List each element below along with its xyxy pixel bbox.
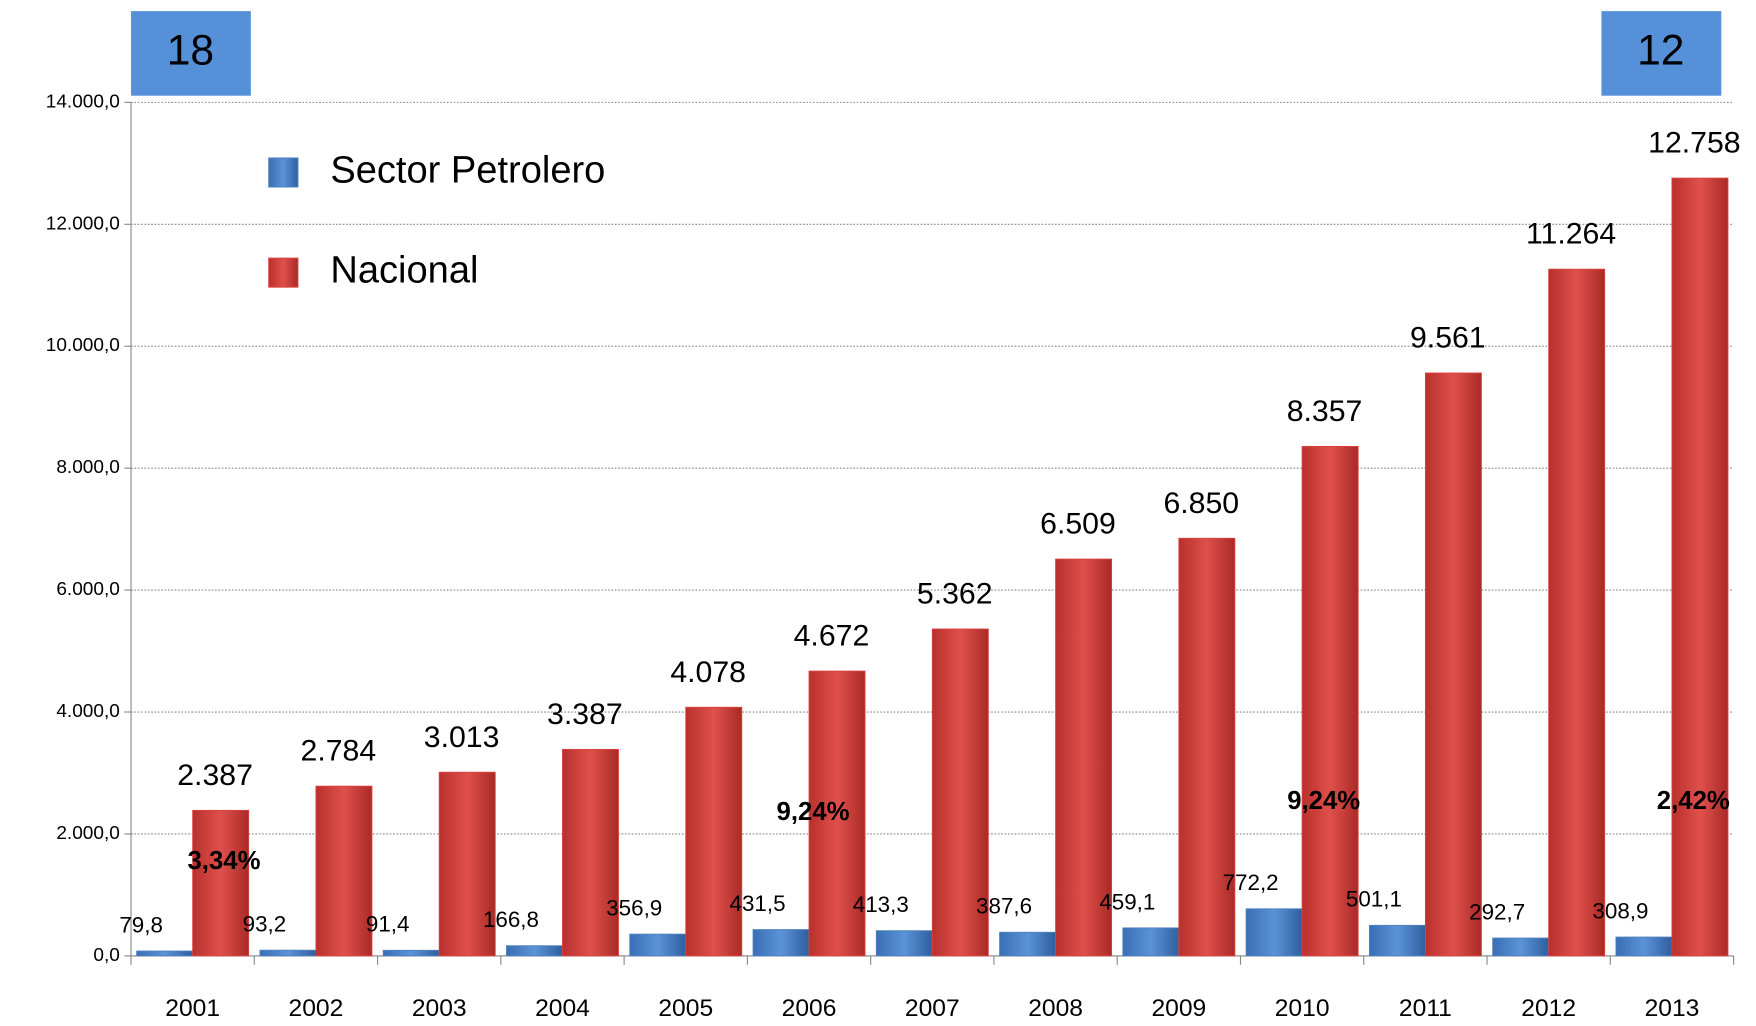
x-tick-label: 2002 (289, 995, 344, 1022)
annotation-box (1601, 11, 1722, 96)
value-label: 93,2 (243, 912, 287, 937)
x-tick-label: 2006 (782, 995, 837, 1022)
value-label: 501,1 (1346, 887, 1402, 912)
bar (1671, 177, 1729, 957)
y-tick-label: 4.000,0 (56, 701, 119, 722)
legend-swatch (268, 257, 299, 288)
annotation: 9,24% (777, 798, 850, 826)
bar (315, 785, 373, 957)
annotation: 18 (167, 27, 214, 74)
x-tick-label: 2004 (535, 995, 590, 1022)
x-tick-label: 2011 (1399, 995, 1452, 1022)
value-label: 79,8 (119, 912, 163, 937)
x-tick-label: 2005 (658, 995, 713, 1022)
x-tick-label: 2013 (1645, 995, 1700, 1022)
annotation: 12 (1637, 27, 1684, 74)
bar (136, 950, 194, 957)
legend-label: Nacional (330, 250, 478, 292)
bar (1055, 558, 1113, 957)
x-tick-label: 2012 (1521, 995, 1576, 1022)
bar (1492, 937, 1550, 957)
value-label: 5.362 (917, 578, 993, 611)
bar (685, 706, 743, 957)
annotation: 2,42% (1657, 787, 1730, 815)
y-tick-label: 14.000,0 (46, 91, 120, 112)
value-label: 3.013 (424, 721, 500, 754)
bar (1245, 908, 1303, 957)
value-label: 356,9 (606, 896, 662, 921)
value-label: 772,2 (1223, 870, 1279, 895)
x-tick-label: 2003 (412, 995, 467, 1022)
y-tick-label: 8.000,0 (56, 457, 119, 478)
bar (1548, 268, 1606, 957)
value-label: 459,1 (1099, 889, 1155, 914)
bar (192, 809, 250, 957)
value-label: 166,8 (483, 907, 539, 932)
value-label: 2.784 (301, 735, 377, 768)
x-tick-label: 2008 (1028, 995, 1083, 1022)
y-tick-label: 0,0 (93, 945, 119, 966)
bar (999, 931, 1057, 957)
bar (1368, 924, 1426, 957)
value-label: 91,4 (366, 912, 410, 937)
value-label: 9.561 (1410, 322, 1486, 355)
x-tick-label: 2010 (1275, 995, 1330, 1022)
y-tick-label: 10.000,0 (46, 335, 120, 356)
value-label: 4.078 (670, 656, 746, 689)
y-tick-label: 2.000,0 (56, 823, 119, 844)
value-label: 12.758 (1648, 127, 1740, 160)
value-label: 431,5 (730, 891, 786, 916)
bar (1301, 445, 1359, 957)
x-tick-label: 2007 (905, 995, 960, 1022)
bar (1178, 537, 1236, 957)
value-label: 308,9 (1592, 899, 1648, 924)
value-label: 413,3 (853, 892, 909, 917)
bar (875, 930, 933, 957)
value-label: 8.357 (1287, 395, 1363, 428)
bar (1615, 936, 1673, 957)
bar (808, 670, 866, 957)
bar (1122, 927, 1180, 957)
bar (438, 771, 496, 957)
bar (506, 945, 563, 957)
value-label: 2.387 (177, 759, 253, 792)
bar (931, 628, 989, 957)
value-label: 4.672 (794, 620, 870, 653)
annotation: 9,24% (1287, 787, 1360, 815)
value-label: 387,6 (976, 894, 1032, 919)
plot: 0,0 2.000,0 4.000,0 6.000,0 8.000,0 10.000,0 1… (46, 91, 1741, 1021)
bar (1424, 372, 1482, 957)
y-tick-label: 12.000,0 (46, 213, 120, 234)
bar (259, 949, 317, 957)
x-tick-label: 2009 (1151, 995, 1206, 1022)
value-label: 11.264 (1526, 218, 1616, 251)
legend-swatch (268, 157, 299, 188)
annotation-box (131, 11, 251, 96)
bar (562, 748, 619, 957)
legend-label: Sector Petrolero (330, 150, 605, 192)
value-label: 6.850 (1163, 487, 1239, 520)
bar (752, 929, 810, 957)
value-label: 6.509 (1040, 508, 1116, 541)
bar (382, 949, 440, 957)
annotation: 3,34% (187, 847, 260, 875)
value-label: 292,7 (1469, 900, 1525, 925)
x-tick-label: 2001 (165, 995, 220, 1022)
value-label: 3.387 (547, 698, 623, 731)
y-tick-label: 6.000,0 (56, 579, 119, 600)
bar (629, 933, 687, 957)
